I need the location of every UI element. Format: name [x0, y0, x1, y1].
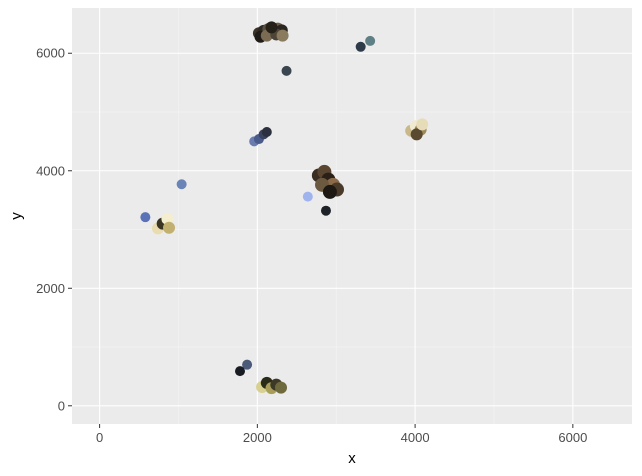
grid-major: [72, 8, 632, 424]
data-point: [320, 205, 331, 216]
data-points: [140, 21, 429, 395]
data-point: [176, 179, 187, 190]
data-point: [410, 128, 423, 141]
x-tick-label: 2000: [243, 430, 272, 445]
y-axis-title: y: [8, 212, 25, 220]
data-point: [281, 65, 292, 76]
y-axis: 0 2000 4000 6000: [36, 46, 72, 413]
data-point: [276, 29, 289, 42]
data-point: [365, 35, 376, 46]
x-axis: 0 2000 4000 6000: [96, 424, 587, 445]
data-point: [416, 118, 429, 131]
y-tick-label: 4000: [36, 163, 65, 178]
data-point: [302, 191, 313, 202]
data-point: [265, 21, 278, 34]
data-point: [140, 212, 151, 223]
y-tick-label: 2000: [36, 281, 65, 296]
plot-panel: [72, 8, 632, 424]
data-point: [355, 41, 366, 52]
data-point: [163, 221, 176, 234]
x-tick-label: 4000: [401, 430, 430, 445]
y-tick-label: 6000: [36, 46, 65, 61]
data-point: [275, 381, 288, 394]
data-point: [235, 366, 245, 377]
data-point: [261, 126, 272, 137]
y-tick-label: 0: [58, 398, 65, 413]
x-tick-label: 0: [96, 430, 103, 445]
x-axis-title: x: [348, 450, 356, 467]
data-point: [242, 359, 253, 370]
data-point: [322, 184, 337, 199]
x-tick-label: 6000: [558, 430, 587, 445]
